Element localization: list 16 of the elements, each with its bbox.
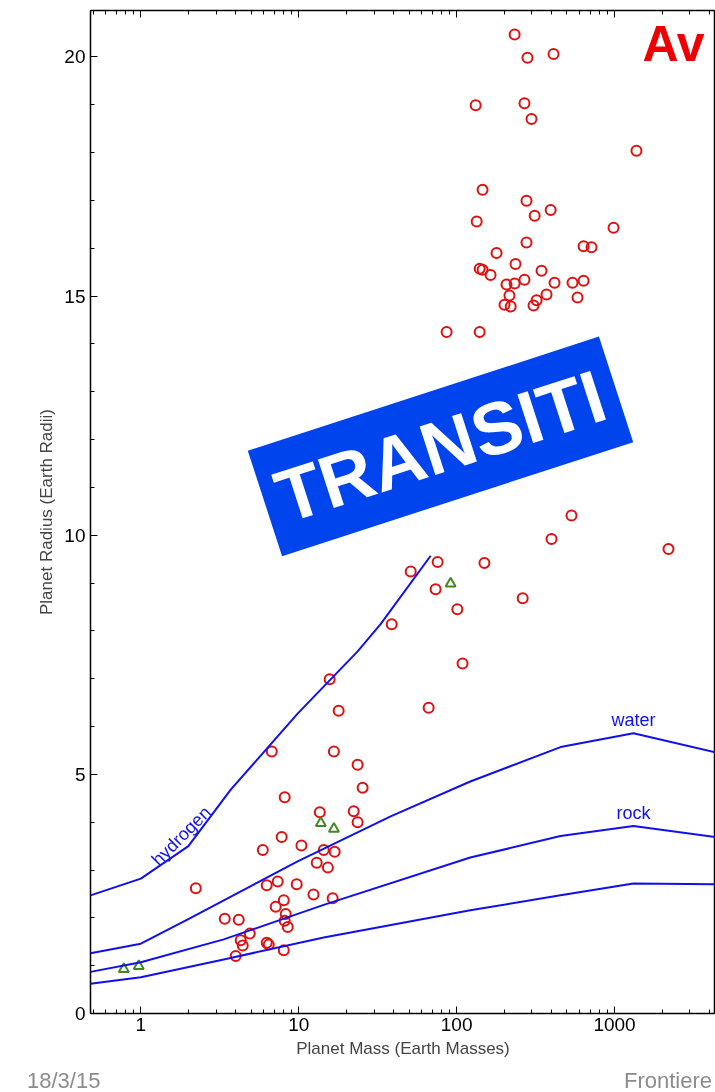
y-tick-label: 20 [64,46,86,68]
x-tick-label: 1 [135,1013,147,1035]
x-tick-label: 100 [440,1013,473,1035]
y-tick-label: 15 [64,285,86,307]
y-tick-label: 5 [74,763,86,785]
text: 18/3/15 [27,1067,101,1092]
y-tick-label: 0 [74,1003,86,1024]
y-axis-title: Planet Radius (Earth Radii) [37,409,57,615]
x-axis-title: Planet Mass (Earth Masses) [296,1038,510,1058]
series-label: water [610,710,656,731]
x-tick-label: 1000 [593,1013,636,1035]
annotation: Av [642,16,705,73]
y-tick-label: 10 [64,524,86,546]
x-tick-label: 10 [288,1013,310,1035]
text: Frontiere [623,1067,712,1092]
series-label: rock [616,803,652,824]
